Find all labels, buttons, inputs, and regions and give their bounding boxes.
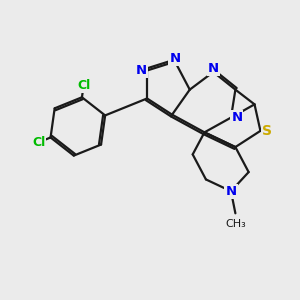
Text: N: N	[231, 111, 242, 124]
Text: N: N	[208, 62, 219, 75]
Text: Cl: Cl	[32, 136, 46, 148]
Text: Cl: Cl	[77, 79, 90, 92]
Text: CH₃: CH₃	[225, 219, 246, 229]
Text: S: S	[262, 124, 272, 138]
Text: N: N	[136, 64, 147, 77]
Text: N: N	[169, 52, 181, 64]
Text: N: N	[225, 185, 236, 198]
